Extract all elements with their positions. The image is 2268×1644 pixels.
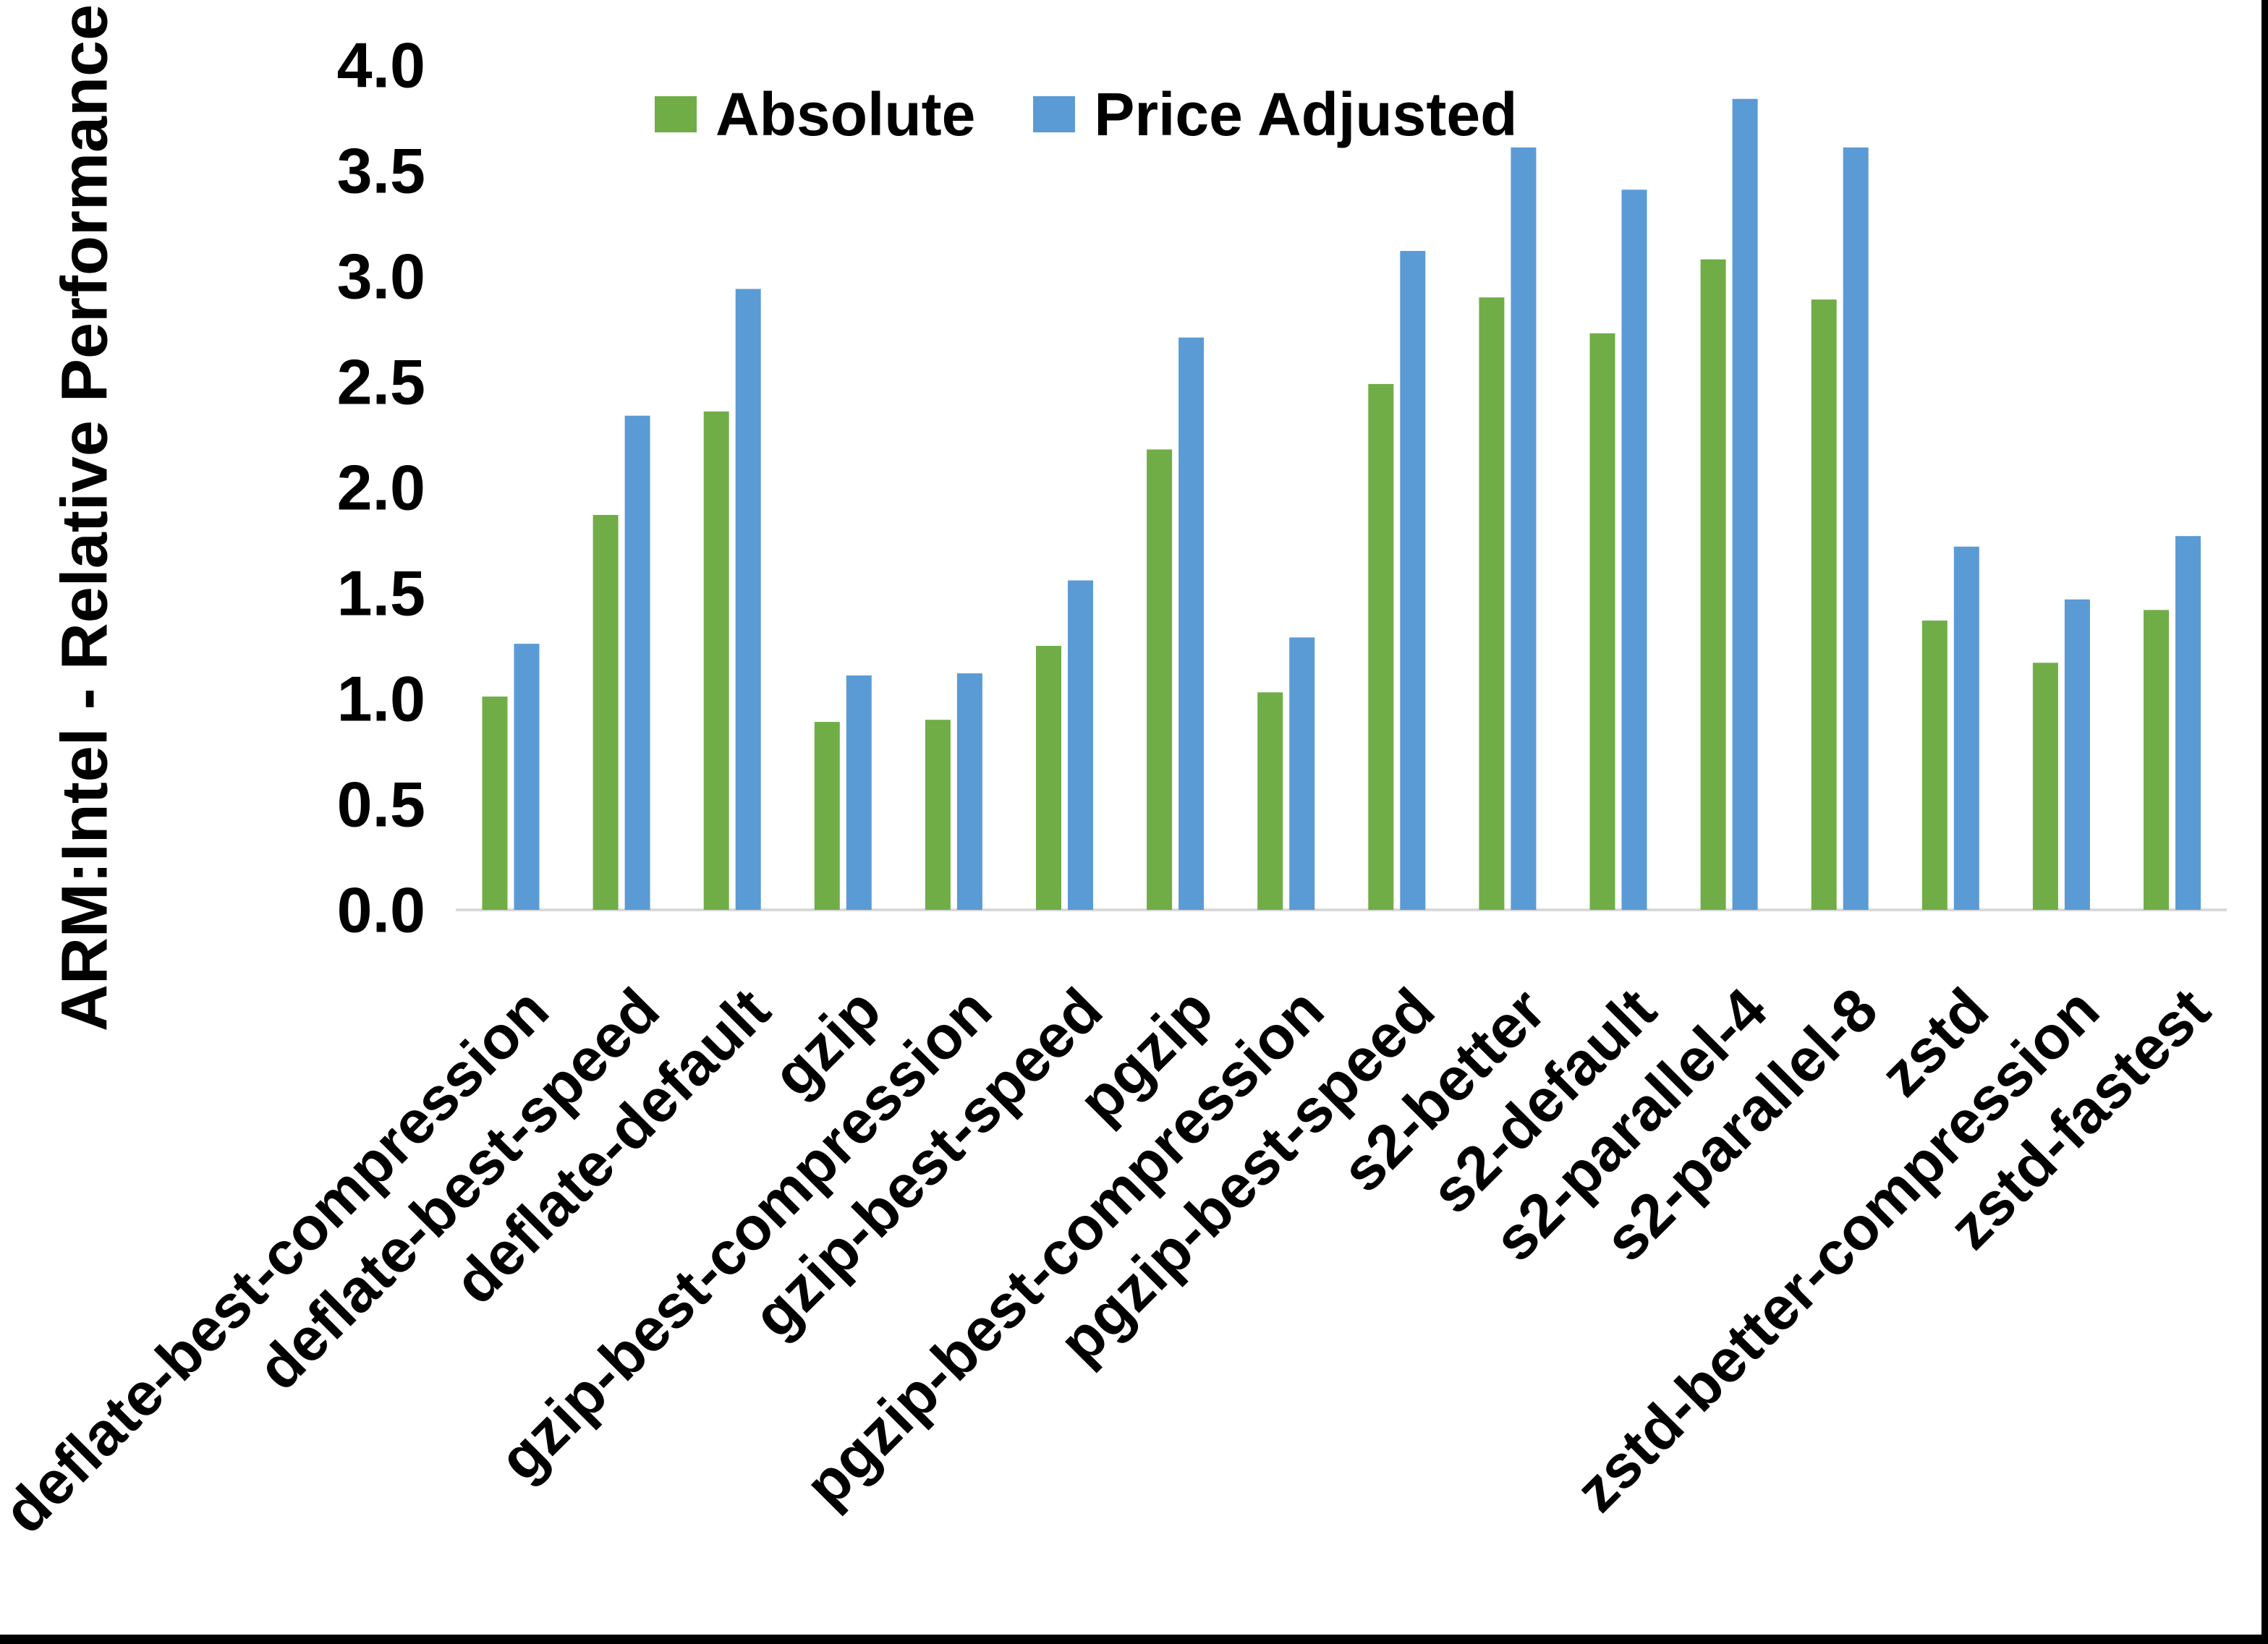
image-frame-bottom — [0, 1635, 2268, 1644]
legend: Absolute Price Adjusted — [655, 78, 1517, 150]
y-tick-label: 4.0 — [337, 30, 425, 101]
legend-swatch-absolute — [655, 96, 697, 132]
y-axis-title: ARM:Intel - Relative Performance — [48, 4, 122, 1032]
bar-zstd-better-compression-absolute — [2032, 663, 2058, 910]
bar-s2-parallel-8-price-adjusted — [1843, 147, 1869, 910]
legend-swatch-price-adjusted — [1033, 96, 1076, 132]
y-tick-label: 1.5 — [337, 558, 425, 629]
y-tick-label: 3.0 — [337, 241, 425, 312]
y-tick-label: 2.0 — [337, 452, 425, 524]
bar-deflate-best-compression-price-adjusted — [514, 644, 540, 910]
bar-zstd-fastest-absolute — [2144, 610, 2169, 910]
bar-gzip-best-speed-price-adjusted — [1068, 580, 1093, 910]
bar-s2-default-price-adjusted — [1621, 189, 1647, 910]
y-tick-label: 0.5 — [337, 769, 425, 840]
y-tick-label: 1.0 — [337, 663, 425, 735]
bar-deflate-default-price-adjusted — [735, 289, 761, 910]
bar-pgzip-best-speed-absolute — [1368, 383, 1394, 910]
bar-s2-parallel-8-absolute — [1811, 299, 1837, 910]
legend-label-price-adjusted: Price Adjusted — [1094, 80, 1518, 148]
bar-gzip-absolute — [814, 722, 840, 910]
bar-pgzip-best-compression-absolute — [1257, 692, 1283, 910]
x-axis-line — [456, 908, 2227, 911]
bar-zstd-better-compression-price-adjusted — [2064, 599, 2090, 910]
bar-deflate-default-absolute — [703, 411, 729, 910]
bar-pgzip-price-adjusted — [1178, 337, 1205, 910]
bar-zstd-fastest-price-adjusted — [2175, 536, 2201, 910]
y-tick-label: 2.5 — [337, 346, 425, 418]
bar-zstd-absolute — [1921, 620, 1948, 910]
bar-gzip-best-compression-price-adjusted — [956, 673, 982, 910]
bar-pgzip-absolute — [1147, 449, 1173, 910]
bar-pgzip-best-compression-price-adjusted — [1289, 637, 1315, 910]
bar-zstd-price-adjusted — [1953, 546, 1979, 910]
bar-s2-better-absolute — [1479, 297, 1505, 910]
y-tick-label: 3.5 — [337, 135, 425, 207]
bar-s2-better-price-adjusted — [1511, 147, 1537, 910]
bar-deflate-best-compression-absolute — [482, 697, 508, 910]
image-frame-right — [2261, 0, 2268, 1644]
legend-item-price-adjusted: Price Adjusted — [1033, 80, 1517, 150]
bar-deflate-best-speed-price-adjusted — [624, 415, 650, 910]
bar-s2-parallel-4-price-adjusted — [1732, 98, 1758, 911]
y-tick-label: 0.0 — [337, 874, 425, 946]
legend-label-absolute: Absolute — [715, 80, 976, 148]
bar-s2-parallel-4-absolute — [1700, 259, 1726, 910]
bar-s2-default-absolute — [1589, 333, 1615, 911]
bar-pgzip-best-speed-price-adjusted — [1400, 250, 1426, 911]
bar-gzip-price-adjusted — [846, 675, 872, 910]
bar-gzip-best-speed-absolute — [1036, 646, 1061, 910]
bar-deflate-best-speed-absolute — [593, 514, 619, 910]
legend-item-absolute: Absolute — [655, 80, 975, 150]
bar-gzip-best-compression-absolute — [925, 720, 951, 910]
